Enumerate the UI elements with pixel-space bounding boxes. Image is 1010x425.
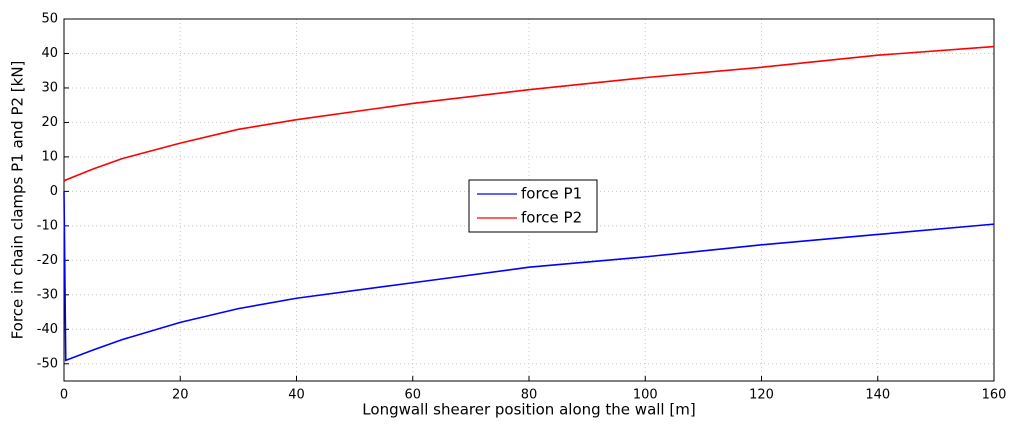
x-tick-label: 0 (60, 388, 68, 403)
y-tick-label: 30 (41, 80, 58, 95)
x-tick-label: 40 (288, 388, 305, 403)
line-series (63, 191, 995, 362)
x-tick-label: 140 (865, 388, 890, 403)
x-tick-label: 80 (521, 388, 538, 403)
y-tick-label: -20 (37, 253, 58, 268)
y-tick-label: 50 (41, 12, 58, 27)
y-axis-label: Force in chain clamps P1 and P2 [kN] (9, 61, 27, 340)
y-tick-label: 0 (50, 184, 58, 199)
legend: force P1 force P2 (468, 179, 598, 233)
y-tick-label: 10 (41, 149, 58, 164)
x-tick-label: 100 (633, 388, 658, 403)
x-tick-label: 60 (404, 388, 421, 403)
line-series (63, 45, 995, 182)
y-tick-label: -10 (37, 218, 58, 233)
legend-label: force P2 (521, 209, 582, 227)
y-tick-label: 20 (41, 115, 58, 130)
y-tick-label: -30 (37, 287, 58, 302)
x-axis-label: Longwall shearer position along the wall… (362, 401, 695, 419)
y-tick-label: -50 (37, 356, 58, 371)
x-tick-label: 160 (982, 388, 1007, 403)
x-tick-label: 120 (749, 388, 774, 403)
legend-label: force P1 (521, 185, 582, 203)
y-tick-label: 40 (41, 46, 58, 61)
legend-box (468, 179, 598, 233)
y-tick-label: -40 (37, 322, 58, 337)
x-tick-label: 20 (172, 388, 189, 403)
